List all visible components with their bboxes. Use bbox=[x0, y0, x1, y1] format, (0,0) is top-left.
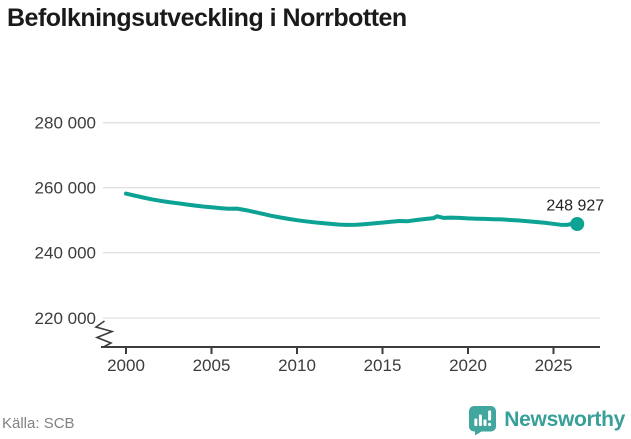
newsworthy-icon bbox=[469, 406, 497, 435]
population-line-chart: 280 000 260 000 240 000 220 000 2000 200… bbox=[35, 114, 605, 376]
y-axis-break-icon bbox=[94, 320, 115, 348]
x-tick-label-2010: 2010 bbox=[278, 356, 316, 375]
y-tick-label-260000: 260 000 bbox=[35, 179, 96, 198]
end-point-value-label: 248 927 bbox=[546, 198, 604, 215]
y-tick-label-280000: 280 000 bbox=[35, 114, 96, 133]
source-label: Källa: SCB bbox=[2, 415, 75, 432]
x-tick-label-2020: 2020 bbox=[449, 356, 487, 375]
x-tick-label-2025: 2025 bbox=[535, 356, 573, 375]
y-tick-label-220000: 220 000 bbox=[35, 309, 96, 328]
end-point-marker bbox=[570, 217, 585, 231]
page-title: Befolkningsutveckling i Norrbotten bbox=[7, 4, 407, 32]
y-tick-label-240000: 240 000 bbox=[35, 244, 96, 263]
population-line bbox=[124, 191, 580, 227]
brand-name: Newsworthy bbox=[504, 408, 625, 431]
x-tick-label-2015: 2015 bbox=[364, 356, 402, 375]
x-tick-label-2005: 2005 bbox=[193, 356, 231, 375]
x-tick-label-2000: 2000 bbox=[107, 356, 145, 375]
brand-logo[interactable]: Newsworthy bbox=[468, 405, 625, 435]
